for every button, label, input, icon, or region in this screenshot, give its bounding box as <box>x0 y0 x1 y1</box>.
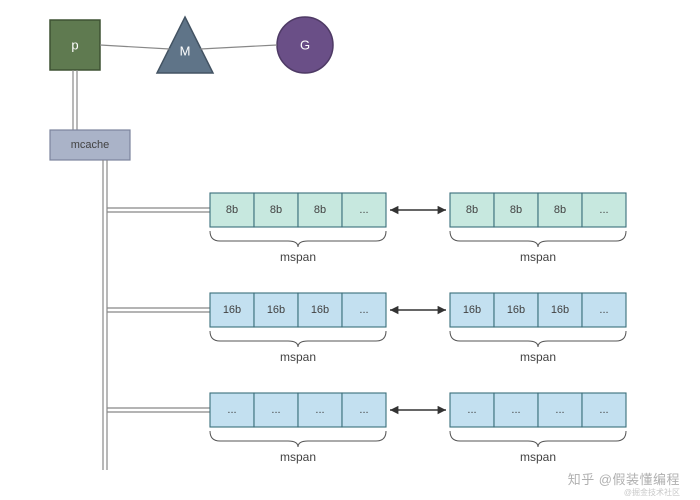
mspan-cell-label: ... <box>227 404 236 416</box>
p-m-connector <box>100 45 170 49</box>
mspan-label: mspan <box>520 250 556 264</box>
mspan-cell-label: ... <box>271 404 280 416</box>
mspan-cell-label: 16b <box>223 304 241 316</box>
mspan-cell-label: ... <box>359 304 368 316</box>
mspan-label: mspan <box>280 450 316 464</box>
mspan-cell-label: 16b <box>311 304 329 316</box>
mspan-cell-label: ... <box>555 404 564 416</box>
mspan-cell-label: 8b <box>466 204 478 216</box>
m-label: M <box>180 44 191 59</box>
mspan-label: mspan <box>520 350 556 364</box>
mspan-cell-label: 16b <box>463 304 481 316</box>
mspan-label: mspan <box>280 250 316 264</box>
g-label: G <box>300 38 310 53</box>
mspan-cell-label: ... <box>599 404 608 416</box>
brace <box>210 431 386 447</box>
brace <box>450 331 626 347</box>
mspan-cell-label: 8b <box>510 204 522 216</box>
mspan-cell-label: 16b <box>267 304 285 316</box>
mspan-cell-label: 8b <box>314 204 326 216</box>
mspan-label: mspan <box>280 350 316 364</box>
mspan-cell-label: ... <box>467 404 476 416</box>
mspan-cell-label: ... <box>359 204 368 216</box>
mspan-cell-label: 8b <box>270 204 282 216</box>
mspan-cell-label: 16b <box>507 304 525 316</box>
mspan-cell-label: ... <box>599 304 608 316</box>
diagram-canvas: p M Gmcache 8b 8b 8b... mspan 8b 8b 8b... mspan 16b… <box>0 0 700 500</box>
mspan-cell-label: ... <box>359 404 368 416</box>
mspan-cell-label: ... <box>511 404 520 416</box>
mcache-label: mcache <box>71 139 110 151</box>
mspan-cell-label: 8b <box>226 204 238 216</box>
sub-watermark: @掘金技术社区 <box>624 487 680 498</box>
mspan-label: mspan <box>520 450 556 464</box>
brace <box>210 331 386 347</box>
brace <box>450 431 626 447</box>
mspan-cell-label: ... <box>315 404 324 416</box>
mspan-cell-label: 8b <box>554 204 566 216</box>
p-label: p <box>71 38 78 53</box>
mspan-cell-label: 16b <box>551 304 569 316</box>
m-g-connector <box>200 45 277 49</box>
brace <box>210 231 386 247</box>
brace <box>450 231 626 247</box>
mspan-cell-label: ... <box>599 204 608 216</box>
watermark: 知乎 @假装懂编程 <box>568 469 680 488</box>
